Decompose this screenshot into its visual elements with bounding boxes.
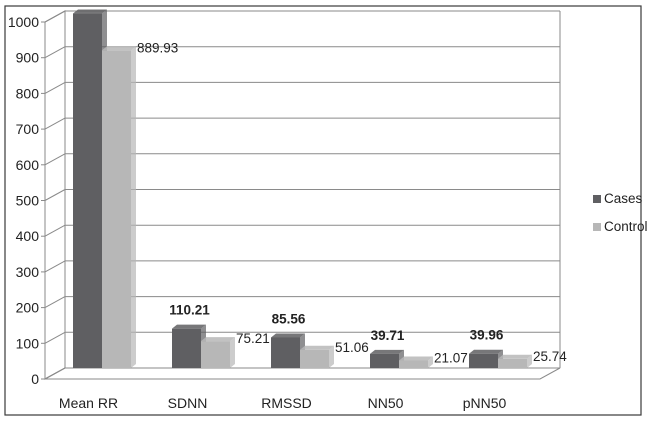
bar-control-sdnn	[201, 337, 235, 368]
bar-top	[498, 354, 532, 359]
gridline-side-700	[44, 117, 66, 130]
gridline-side-100	[44, 331, 66, 344]
gridline-side-0	[44, 367, 66, 380]
bar-front	[498, 358, 527, 368]
bar-top	[271, 333, 305, 338]
category-label-nn50: NN50	[368, 395, 404, 411]
legend: Cases Control	[593, 191, 647, 234]
bar-front	[201, 341, 230, 368]
bar-front	[399, 360, 428, 368]
legend-swatch-control	[593, 223, 601, 231]
bar-cases-pnn50	[469, 349, 503, 368]
legend-swatch-cases	[593, 195, 601, 203]
data-label-control-mean-rr: 889.93	[137, 40, 178, 55]
y-tick-label-400: 400	[16, 228, 40, 244]
category-labels: Mean RR SDNN RMSSD NN50 pNN50	[59, 395, 507, 411]
bar-control-mean-rr	[102, 46, 136, 369]
legend-item-control: Control	[593, 219, 647, 234]
legend-label-control: Control	[604, 219, 647, 234]
gridline-side-600	[44, 153, 66, 166]
category-label-sdnn: SDNN	[168, 395, 208, 411]
floor	[44, 367, 561, 380]
category-label-rmssd: RMSSD	[261, 395, 312, 411]
bar-control-nn50	[399, 356, 433, 368]
bar-cases-mean-rr	[73, 9, 107, 368]
data-label-control-rmssd: 51.06	[335, 340, 369, 355]
bar-top	[469, 349, 503, 354]
data-label-control-pnn50: 25.74	[533, 349, 567, 364]
gridline-side-300	[44, 260, 66, 273]
bar-front	[300, 349, 329, 368]
data-label-cases-rmssd: 85.56	[272, 311, 306, 326]
bar-side	[329, 345, 334, 368]
y-tick-label-1000: 1000	[8, 14, 39, 30]
bar-top	[370, 349, 404, 354]
chart-border	[4, 5, 642, 416]
bar-front	[469, 353, 498, 368]
bar-side	[428, 356, 433, 368]
data-label-cases-nn50: 39.71	[371, 328, 405, 343]
bar-cases-rmssd	[271, 333, 305, 368]
y-tick-label-500: 500	[16, 193, 40, 209]
bar-top	[73, 9, 107, 14]
bar-cases-nn50	[370, 349, 404, 368]
bar-top	[201, 337, 235, 342]
bar-front	[271, 337, 300, 368]
bar-front	[172, 328, 201, 368]
data-label-cases-sdnn: 110.21	[169, 303, 210, 318]
gridline-side-800	[44, 81, 66, 94]
data-label-cases-pnn50: 39.96	[470, 328, 504, 343]
y-tick-label-0: 0	[31, 371, 39, 387]
bar-top	[399, 356, 433, 361]
bar-side	[527, 354, 532, 368]
bar-cases-sdnn	[172, 324, 206, 368]
gridline-side-500	[44, 189, 66, 201]
bar-top	[172, 324, 206, 329]
bars-group	[73, 9, 532, 369]
bar-control-pnn50	[498, 354, 532, 368]
bar-front	[73, 13, 102, 368]
y-tick-label-100: 100	[16, 335, 40, 351]
bar-front	[102, 50, 131, 369]
bar-top	[102, 46, 136, 51]
category-label-pnn50: pNN50	[463, 395, 507, 411]
category-label-mean-rr: Mean RR	[59, 395, 118, 411]
bar-side	[230, 337, 235, 368]
y-tick-label-900: 900	[16, 50, 40, 66]
y-tick-label-700: 700	[16, 121, 40, 137]
y-tick-label-200: 200	[16, 300, 40, 316]
gridline-side-900	[44, 46, 66, 59]
gridlines	[41, 10, 560, 380]
gridline-side-400	[44, 224, 66, 237]
bar-top	[300, 345, 334, 350]
data-label-control-nn50: 21.07	[434, 350, 468, 365]
legend-label-cases: Cases	[604, 191, 643, 206]
bar-front	[370, 353, 399, 368]
data-label-control-sdnn: 75.21	[236, 331, 270, 346]
gridline-side-1000	[44, 10, 66, 23]
legend-item-cases: Cases	[593, 191, 643, 206]
gridline-side-200	[44, 296, 66, 309]
y-tick-labels: 0 100 200 300 400 500 600 700 800 900 1000	[8, 14, 39, 387]
y-tick-label-300: 300	[16, 264, 40, 280]
y-tick-label-800: 800	[16, 85, 40, 101]
bar-control-rmssd	[300, 345, 334, 368]
y-tick-label-600: 600	[16, 157, 40, 173]
bar-side	[131, 46, 136, 369]
data-label-cases-mean-rr: 992.86	[70, 0, 112, 3]
